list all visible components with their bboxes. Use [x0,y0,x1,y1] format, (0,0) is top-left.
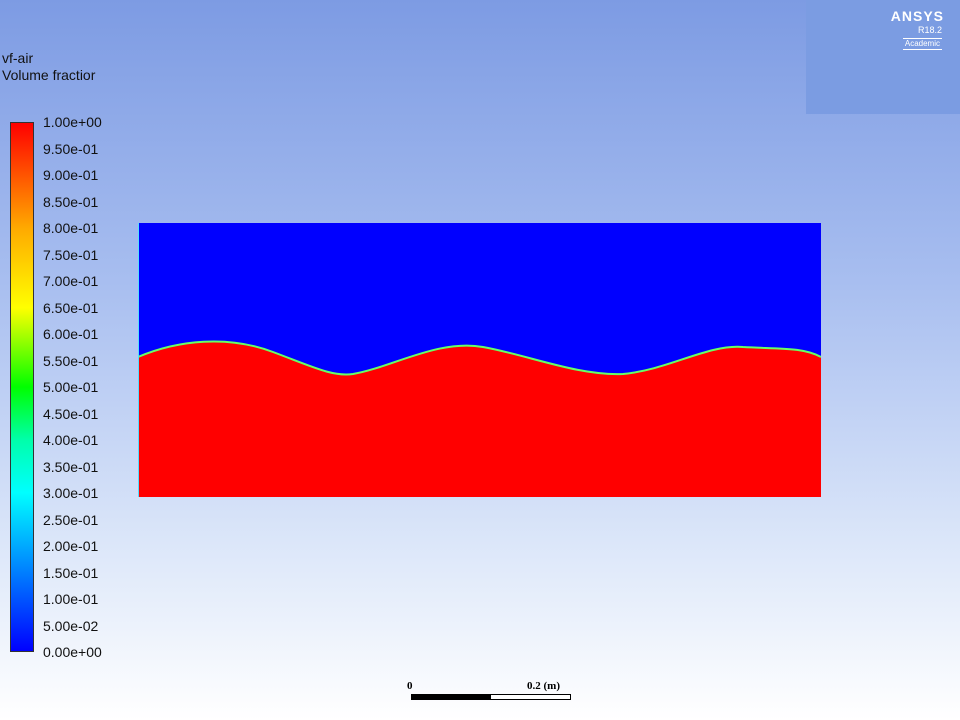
legend-labels: 1.00e+00 9.50e-01 9.00e-01 8.50e-01 8.00… [43,114,110,671]
legend-label: 1.00e-01 [43,591,99,607]
legend-label: 4.50e-01 [43,405,99,422]
legend-label: 5.00e-02 [43,617,99,634]
legend-color-bar [10,122,34,652]
legend-label: 5.00e-01 [43,379,99,395]
scale-bar: 0 0.2 (m) [400,678,580,708]
ansys-logo: ANSYS R18.2 Academic [806,0,960,114]
scale-ruler [411,694,571,700]
legend-label: 1.50e-01 [43,564,99,581]
free-surface-interface [138,340,821,376]
scale-max-label: 0.2 (m) [527,680,560,692]
legend-label: 3.00e-01 [43,485,99,501]
legend-label: 0.00e+00 [43,644,102,660]
logo-edition: Academic [902,38,942,50]
legend-label: 8.50e-01 [43,193,99,210]
legend-title: vf-air Volume fractior [2,50,110,84]
logo-name: ANSYS [890,8,944,24]
legend-label: 9.00e-01 [43,167,99,183]
legend-variable-description: Volume fractior [2,67,96,83]
legend-label: 5.50e-01 [43,352,99,369]
legend-label: 8.00e-01 [43,220,99,236]
scale-zero-label: 0 [407,680,413,692]
legend-label: 1.00e+00 [43,114,102,130]
legend-variable-name: vf-air [2,50,34,66]
legend-label: 3.50e-01 [43,458,99,475]
water-region [138,341,821,497]
legend-label: 2.50e-01 [43,511,99,528]
legend-label: 4.00e-01 [43,432,99,448]
legend-label: 7.50e-01 [43,246,99,263]
legend-label: 6.50e-01 [43,299,99,316]
legend-label: 2.00e-01 [43,538,99,554]
legend-label: 7.00e-01 [43,273,99,289]
legend-label: 6.00e-01 [43,326,99,342]
logo-version: R18.2 [917,25,942,35]
legend-label: 9.50e-01 [43,140,99,157]
volume-fraction-contour[interactable] [138,223,821,497]
